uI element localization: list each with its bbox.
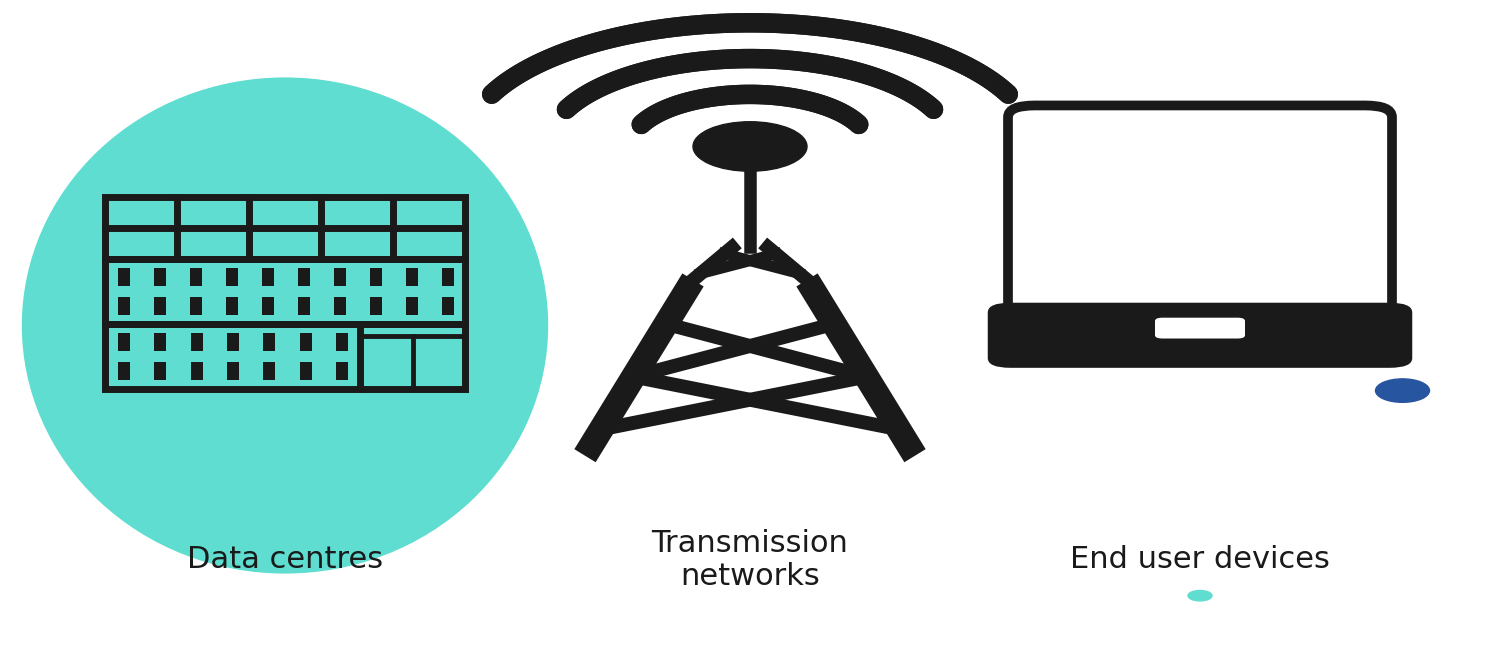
Bar (105, 258, 465, 324)
Bar (336, 362, 348, 380)
Text: Data centres: Data centres (188, 546, 382, 574)
Bar (153, 296, 165, 314)
Circle shape (693, 122, 807, 171)
Bar (226, 333, 238, 352)
Bar (154, 333, 166, 352)
Bar (117, 333, 129, 352)
Bar (264, 362, 276, 380)
Bar (225, 268, 237, 286)
Circle shape (1188, 590, 1212, 601)
Bar (336, 333, 348, 352)
Bar (369, 296, 381, 314)
FancyBboxPatch shape (1155, 318, 1245, 339)
Text: Transmission
networks: Transmission networks (651, 529, 849, 591)
Bar (405, 268, 417, 286)
Bar (297, 296, 309, 314)
Bar (117, 268, 129, 286)
Bar (360, 336, 465, 389)
Bar (297, 268, 309, 286)
Bar (441, 268, 453, 286)
Bar (261, 296, 273, 314)
Bar (117, 296, 129, 314)
Bar (405, 296, 417, 314)
Bar (189, 296, 201, 314)
Bar (153, 268, 165, 286)
Bar (117, 362, 129, 380)
Bar (1065, 130, 1335, 299)
Text: End user devices: End user devices (1070, 546, 1330, 574)
Bar (190, 362, 202, 380)
Bar (369, 268, 381, 286)
Bar (300, 362, 312, 380)
Circle shape (1376, 379, 1429, 402)
Bar (154, 362, 166, 380)
Bar (105, 324, 465, 389)
Bar (189, 268, 201, 286)
Bar (441, 296, 453, 314)
FancyBboxPatch shape (987, 303, 1413, 368)
Bar (264, 333, 276, 352)
Bar (105, 197, 465, 258)
Bar (300, 333, 312, 352)
Bar (261, 268, 273, 286)
Bar (225, 296, 237, 314)
Bar (226, 362, 238, 380)
Ellipse shape (22, 78, 548, 573)
Bar (190, 333, 202, 352)
Bar (333, 296, 345, 314)
Bar (333, 268, 345, 286)
